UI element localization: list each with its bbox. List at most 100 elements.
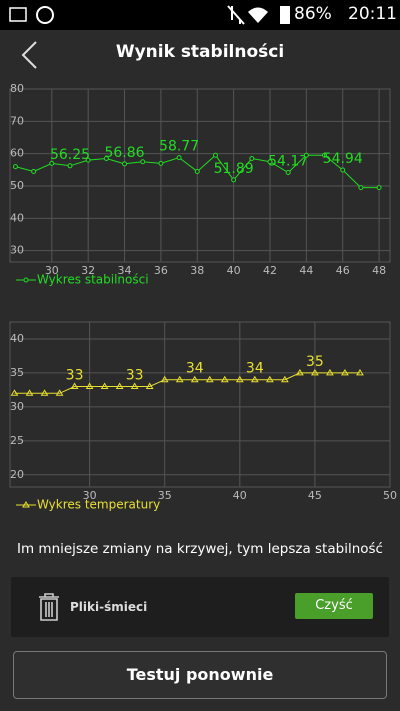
point <box>85 382 94 390</box>
value-label: 54.17 <box>268 154 308 170</box>
point <box>55 389 64 396</box>
value-label: 33 <box>66 368 84 384</box>
x-tick-label: 38 <box>190 264 204 277</box>
point <box>267 159 273 165</box>
y-tick-label: 60 <box>10 147 24 160</box>
plot-frame <box>9 321 391 488</box>
point <box>70 382 79 390</box>
point <box>145 382 154 390</box>
x-tick-label: 30 <box>83 489 97 502</box>
sync-icon <box>36 6 54 24</box>
x-tick-label: 36 <box>154 264 168 277</box>
point <box>158 160 164 166</box>
legend-marker <box>22 501 30 508</box>
x-tick-label: 40 <box>227 264 241 277</box>
junk-card: Pliki-śmieci Czyść <box>11 577 389 637</box>
gallery-icon <box>9 7 27 22</box>
point <box>31 168 37 174</box>
clean-button[interactable]: Czyść <box>295 593 373 619</box>
retest-button[interactable]: Testuj ponownie <box>13 651 387 699</box>
x-tick-label: 34 <box>118 264 132 277</box>
point <box>175 375 184 383</box>
legend-label: Wykres temperatury <box>37 498 160 512</box>
point <box>67 163 73 169</box>
x-tick-label: 45 <box>308 489 322 502</box>
trash-icon <box>39 593 59 621</box>
point <box>25 389 34 396</box>
point <box>295 368 304 376</box>
x-tick-label: 42 <box>263 264 277 277</box>
point <box>376 185 382 191</box>
point <box>140 159 146 165</box>
y-tick-label: 80 <box>10 82 24 95</box>
point <box>340 167 346 173</box>
point <box>130 382 139 390</box>
point <box>205 375 214 383</box>
battery-text: 86% <box>294 4 332 24</box>
point <box>49 160 55 166</box>
x-tick-label: 44 <box>299 264 313 277</box>
point <box>280 375 289 383</box>
clock: 20:11 <box>348 4 397 24</box>
y-tick-label: 50 <box>10 179 24 192</box>
hint-text: Im mniejsze zmiany na krzywej, tym lepsz… <box>17 541 383 557</box>
x-tick-label: 40 <box>233 489 247 502</box>
point <box>356 368 364 376</box>
legend-label: Wykres stabilności <box>37 273 149 287</box>
point <box>194 168 200 174</box>
point <box>311 368 319 376</box>
value-label: 34 <box>186 361 204 377</box>
point <box>249 156 255 162</box>
y-tick-label: 30 <box>10 400 24 413</box>
point <box>40 389 49 396</box>
point <box>190 375 199 383</box>
value-label: 54.94 <box>323 151 363 167</box>
x-tick-label: 30 <box>45 264 59 277</box>
x-tick-label: 35 <box>158 489 172 502</box>
point <box>231 177 237 183</box>
point <box>10 389 19 396</box>
legend-marker <box>23 277 29 283</box>
x-tick-label: 50 <box>383 489 397 502</box>
wifi-icon <box>248 7 268 23</box>
y-tick-label: 20 <box>10 468 24 481</box>
value-label: 58.77 <box>159 139 199 155</box>
status-icons <box>9 5 290 25</box>
y-tick-label: 25 <box>10 434 24 447</box>
point <box>176 155 182 161</box>
point <box>212 152 218 158</box>
value-label: 33 <box>126 368 144 384</box>
status-bar: 86% 20:11 <box>0 0 400 30</box>
junk-label: Pliki-śmieci <box>70 600 148 614</box>
point <box>303 152 309 158</box>
plot-frame <box>9 88 391 263</box>
back-button[interactable] <box>18 40 42 70</box>
x-tick-label: 46 <box>336 264 350 277</box>
point <box>235 375 244 383</box>
value-label: 35 <box>306 354 324 370</box>
point <box>12 164 18 170</box>
value-label: 56.86 <box>104 145 144 161</box>
point <box>285 170 291 176</box>
battery-icon <box>280 6 290 24</box>
point <box>358 185 364 191</box>
point <box>250 375 259 383</box>
point <box>85 157 91 163</box>
y-tick-label: 40 <box>10 211 24 224</box>
point <box>341 368 349 376</box>
point <box>100 382 109 390</box>
charts: 30 40 50 60 70 80 30 32 34 36 38 40 42 44 46 48 56.25 56.… <box>9 82 397 512</box>
value-label: 34 <box>246 361 264 377</box>
point <box>326 368 334 376</box>
point <box>265 375 274 383</box>
screen-title: Wynik stabilności <box>115 42 285 62</box>
y-tick-label: 35 <box>10 366 24 379</box>
point <box>115 382 124 390</box>
y-tick-label: 70 <box>10 114 24 127</box>
x-tick-label: 48 <box>372 264 386 277</box>
mute-icon <box>227 5 245 25</box>
point <box>322 152 328 158</box>
point <box>122 161 128 167</box>
point <box>160 375 169 383</box>
